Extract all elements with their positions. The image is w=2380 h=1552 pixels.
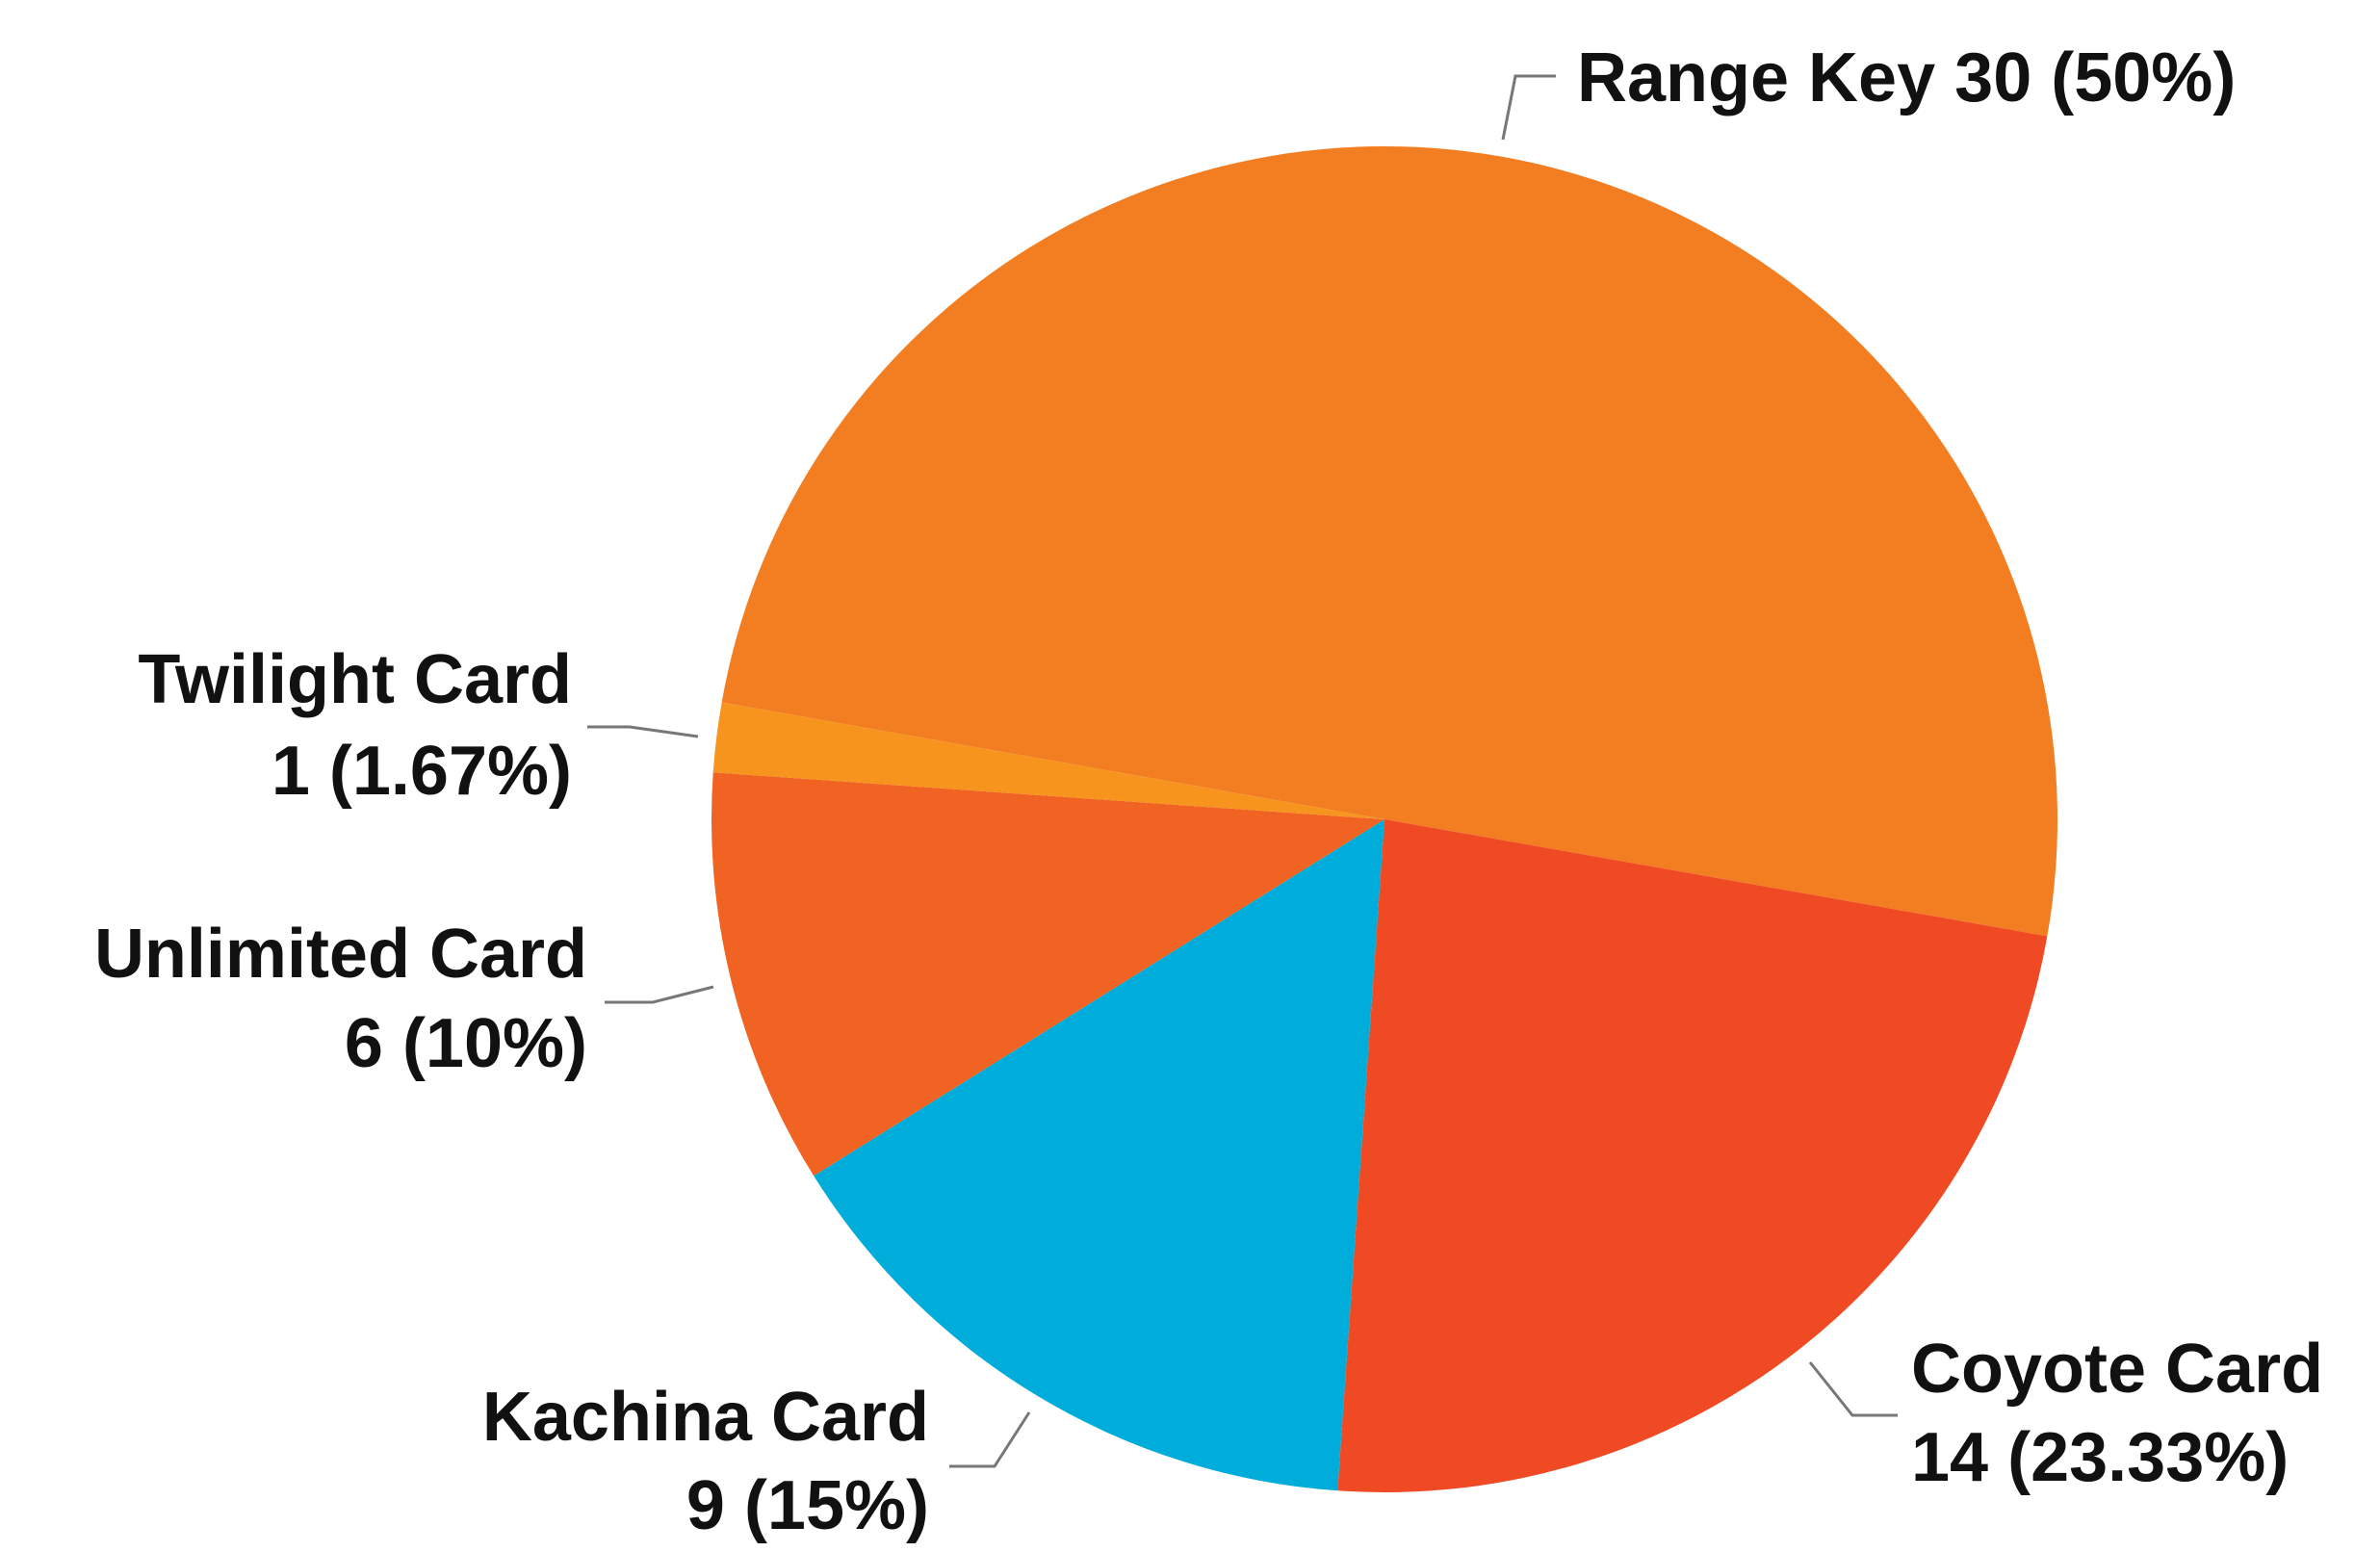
- leader-line: [605, 985, 714, 1004]
- pie-slice: [721, 145, 2057, 937]
- category-label: Coyote Card: [1911, 1331, 2323, 1408]
- value-label: 1 (1.67%): [272, 733, 572, 810]
- category-label: Range Key: [1577, 39, 1935, 116]
- pie-slice: [814, 819, 1384, 1491]
- value-label: 9 (15%): [686, 1467, 929, 1544]
- pie-slice: [1337, 819, 2048, 1492]
- value-label: 30 (50%): [1954, 39, 2236, 116]
- value-label: 14 (23.33%): [1911, 1419, 2289, 1496]
- value-label: 6 (10%): [345, 1005, 587, 1082]
- category-label: Unlimited Card: [94, 916, 587, 993]
- leader-line: [949, 1411, 1031, 1468]
- leader-line: [1501, 74, 1556, 141]
- leader-line: [587, 725, 699, 738]
- category-label: Twilight Card: [138, 641, 572, 718]
- pie: [711, 145, 2057, 1492]
- pie-slice: [711, 772, 1384, 1177]
- leader-line: [1808, 1361, 1898, 1417]
- pie-slice: [712, 702, 1384, 819]
- category-label: Kachina Card: [482, 1379, 929, 1456]
- slice-label: Range Key 30 (50%): [1577, 39, 2236, 116]
